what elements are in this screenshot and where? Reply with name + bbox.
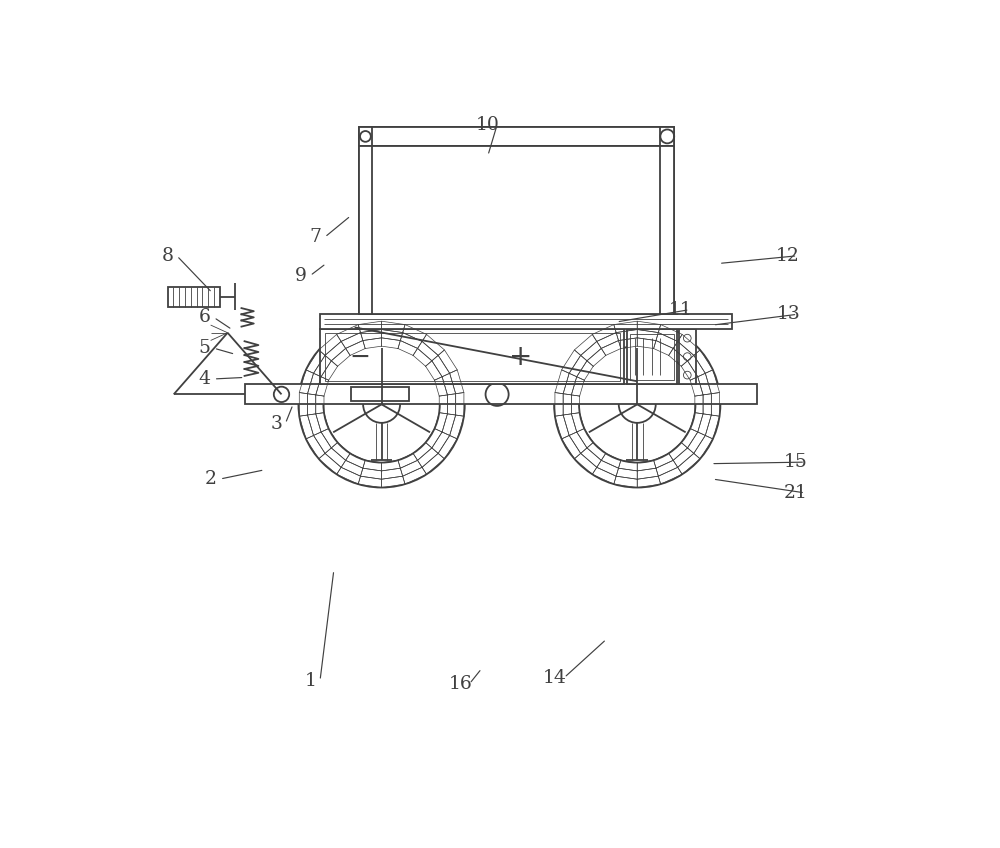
Bar <box>372 127 660 146</box>
Bar <box>679 329 696 384</box>
Text: 2: 2 <box>205 470 217 488</box>
Bar <box>351 388 409 401</box>
Text: 15: 15 <box>784 453 808 471</box>
Bar <box>325 332 620 381</box>
Text: 16: 16 <box>448 675 472 693</box>
Text: 3: 3 <box>270 415 282 432</box>
Bar <box>168 287 220 307</box>
Bar <box>358 146 674 314</box>
Text: 4: 4 <box>198 370 210 388</box>
Bar <box>627 329 677 384</box>
Text: 5: 5 <box>198 339 210 357</box>
Text: +: + <box>509 343 532 371</box>
Text: 9: 9 <box>295 267 307 285</box>
Text: 1: 1 <box>305 672 317 689</box>
Text: 13: 13 <box>776 305 800 323</box>
Text: 10: 10 <box>476 116 500 134</box>
Bar <box>630 333 674 380</box>
Text: 6: 6 <box>199 309 210 326</box>
Text: 14: 14 <box>543 669 567 687</box>
Text: 8: 8 <box>162 247 174 265</box>
Bar <box>358 127 372 314</box>
Text: 11: 11 <box>668 301 692 319</box>
Bar <box>245 384 757 404</box>
Text: −: − <box>350 344 371 369</box>
Bar <box>358 127 674 146</box>
Text: 7: 7 <box>309 228 321 246</box>
Bar <box>660 127 674 314</box>
Bar <box>320 329 624 384</box>
Text: 21: 21 <box>784 484 808 502</box>
Bar <box>372 146 660 314</box>
Text: 12: 12 <box>776 247 800 265</box>
Bar <box>320 314 732 329</box>
